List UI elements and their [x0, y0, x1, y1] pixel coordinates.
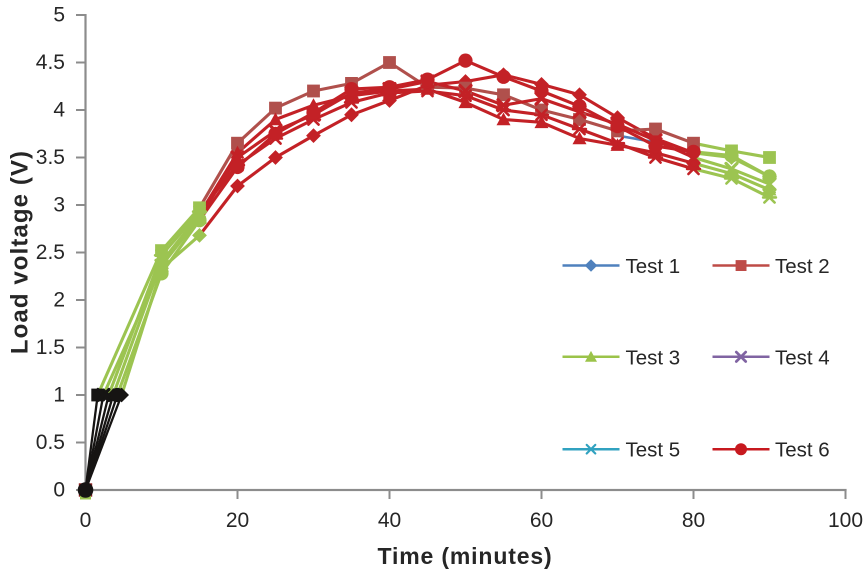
svg-text:0: 0 — [53, 478, 65, 501]
svg-text:Test 6: Test 6 — [775, 439, 830, 462]
svg-text:5: 5 — [53, 3, 65, 26]
svg-text:2: 2 — [53, 288, 65, 311]
svg-text:Time (minutes): Time (minutes) — [377, 543, 552, 569]
svg-text:0.5: 0.5 — [36, 431, 65, 454]
svg-text:3.5: 3.5 — [36, 146, 65, 169]
svg-text:80: 80 — [682, 509, 705, 532]
svg-text:100: 100 — [828, 509, 863, 532]
svg-text:4.5: 4.5 — [36, 51, 65, 74]
svg-text:Test 3: Test 3 — [626, 346, 681, 369]
svg-text:Test 2: Test 2 — [775, 255, 830, 278]
svg-text:4: 4 — [53, 98, 65, 121]
svg-text:Load voltage (V): Load voltage (V) — [7, 150, 34, 354]
svg-text:40: 40 — [378, 509, 401, 532]
svg-text:Test 1: Test 1 — [626, 255, 681, 278]
svg-text:Test 4: Test 4 — [775, 346, 830, 369]
svg-text:1.5: 1.5 — [36, 336, 65, 359]
svg-text:2.5: 2.5 — [36, 241, 65, 264]
svg-text:60: 60 — [530, 509, 553, 532]
svg-text:Test 5: Test 5 — [626, 439, 681, 462]
svg-text:20: 20 — [226, 509, 249, 532]
svg-text:3: 3 — [53, 193, 65, 216]
svg-text:1: 1 — [53, 383, 65, 406]
svg-text:0: 0 — [80, 509, 92, 532]
